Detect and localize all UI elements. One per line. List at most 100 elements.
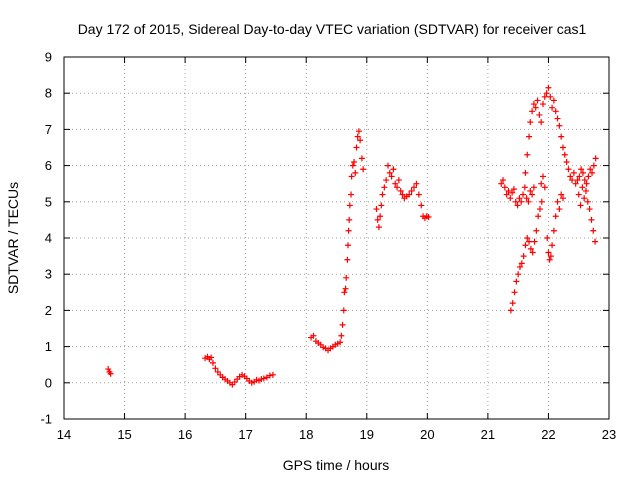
y-tick-label: 5 bbox=[45, 194, 52, 209]
x-tick-label: 21 bbox=[481, 427, 495, 442]
data-point bbox=[552, 213, 559, 220]
data-point bbox=[339, 321, 346, 328]
data-point bbox=[338, 332, 345, 339]
data-point bbox=[561, 151, 568, 158]
data-point bbox=[374, 216, 381, 223]
data-point bbox=[563, 158, 570, 165]
data-point bbox=[337, 339, 344, 346]
data-point bbox=[532, 104, 539, 111]
x-axis-label: GPS time / hours bbox=[283, 457, 390, 473]
data-point bbox=[554, 198, 561, 205]
data-point bbox=[524, 235, 531, 241]
data-point bbox=[588, 216, 595, 223]
data-point bbox=[503, 191, 510, 198]
data-point bbox=[513, 278, 520, 285]
data-point bbox=[565, 166, 572, 173]
data-point bbox=[531, 238, 538, 245]
data-point bbox=[386, 169, 393, 176]
data-point bbox=[346, 202, 353, 209]
data-point bbox=[349, 162, 356, 169]
data-point bbox=[378, 202, 385, 209]
data-point bbox=[592, 155, 599, 162]
data-point bbox=[575, 191, 582, 198]
y-tick-label: -1 bbox=[40, 412, 52, 427]
data-point bbox=[556, 122, 563, 129]
data-point bbox=[578, 166, 585, 173]
y-tick-label: 8 bbox=[45, 86, 52, 101]
data-point bbox=[351, 158, 358, 165]
data-point bbox=[592, 238, 599, 245]
data-point bbox=[358, 155, 365, 162]
data-point bbox=[538, 119, 545, 126]
data-point bbox=[583, 180, 590, 187]
data-point bbox=[547, 253, 554, 260]
y-tick-label: 2 bbox=[45, 303, 52, 318]
y-tick-label: 7 bbox=[45, 122, 52, 137]
data-point bbox=[415, 191, 422, 198]
data-point bbox=[105, 366, 112, 373]
data-point bbox=[346, 216, 353, 223]
data-point bbox=[501, 184, 508, 191]
data-point bbox=[310, 332, 317, 339]
data-point bbox=[582, 187, 589, 194]
data-point bbox=[345, 227, 352, 234]
data-point bbox=[576, 173, 583, 180]
data-point bbox=[514, 202, 521, 209]
data-point bbox=[581, 195, 588, 202]
data-point bbox=[518, 260, 525, 267]
data-point bbox=[500, 177, 507, 184]
data-point bbox=[360, 166, 367, 173]
data-point bbox=[348, 173, 355, 180]
data-point bbox=[511, 289, 518, 296]
data-point bbox=[544, 235, 551, 241]
data-point bbox=[586, 206, 593, 213]
data-point bbox=[541, 184, 548, 191]
data-point bbox=[418, 202, 425, 209]
data-point bbox=[521, 184, 528, 191]
data-point bbox=[536, 206, 543, 213]
data-point bbox=[529, 191, 536, 198]
data-point bbox=[549, 242, 556, 249]
data-point bbox=[524, 151, 531, 158]
data-point bbox=[399, 191, 406, 198]
data-point bbox=[574, 177, 581, 184]
data-point bbox=[516, 195, 523, 202]
data-point bbox=[570, 169, 577, 176]
data-point bbox=[411, 184, 418, 191]
data-point bbox=[344, 256, 351, 263]
data-point bbox=[558, 191, 565, 198]
data-point bbox=[536, 111, 543, 118]
data-point bbox=[590, 227, 597, 234]
data-point bbox=[353, 144, 360, 151]
data-point bbox=[530, 184, 537, 191]
data-point bbox=[539, 101, 546, 108]
data-point bbox=[383, 177, 390, 184]
data-point bbox=[355, 128, 362, 135]
data-point bbox=[525, 198, 532, 205]
data-point bbox=[539, 173, 546, 180]
data-point bbox=[348, 191, 355, 198]
data-point bbox=[567, 173, 574, 180]
data-point bbox=[538, 198, 545, 205]
data-point bbox=[538, 180, 545, 187]
data-point bbox=[552, 108, 559, 115]
data-point bbox=[558, 133, 565, 140]
data-point bbox=[569, 177, 576, 184]
data-point bbox=[534, 97, 541, 104]
data-point bbox=[522, 169, 529, 176]
data-point bbox=[397, 187, 404, 194]
data-point bbox=[392, 180, 399, 187]
data-point bbox=[559, 144, 566, 151]
data-point bbox=[579, 184, 586, 191]
data-point bbox=[390, 166, 397, 173]
y-tick-label: 3 bbox=[45, 267, 52, 282]
x-tick-label: 14 bbox=[57, 427, 71, 442]
data-point bbox=[507, 307, 514, 314]
data-point bbox=[352, 169, 359, 176]
data-point bbox=[554, 115, 561, 122]
data-point bbox=[373, 206, 380, 213]
data-point bbox=[577, 202, 584, 209]
data-point bbox=[395, 177, 402, 184]
data-point bbox=[527, 245, 534, 252]
